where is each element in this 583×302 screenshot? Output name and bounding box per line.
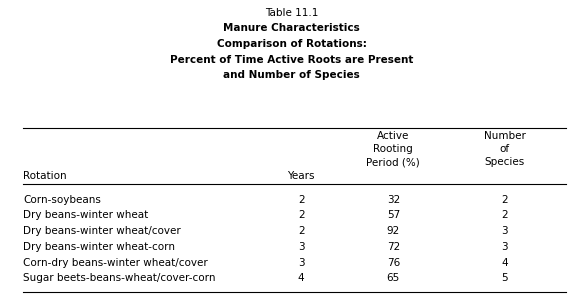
- Text: 57: 57: [387, 210, 400, 220]
- Text: 4: 4: [501, 258, 508, 268]
- Text: 4: 4: [298, 273, 304, 283]
- Text: 32: 32: [387, 195, 400, 205]
- Text: Rotation: Rotation: [23, 171, 67, 181]
- Text: 3: 3: [501, 242, 508, 252]
- Text: 76: 76: [387, 258, 400, 268]
- Text: Active
Rooting
Period (%): Active Rooting Period (%): [367, 131, 420, 167]
- Text: 65: 65: [387, 273, 400, 283]
- Text: Number
of
Species: Number of Species: [483, 131, 525, 167]
- Text: 2: 2: [501, 195, 508, 205]
- Text: Dry beans-winter wheat: Dry beans-winter wheat: [23, 210, 149, 220]
- Text: 2: 2: [298, 210, 304, 220]
- Text: 2: 2: [501, 210, 508, 220]
- Text: Manure Characteristics: Manure Characteristics: [223, 23, 360, 33]
- Text: Corn-dry beans-winter wheat/cover: Corn-dry beans-winter wheat/cover: [23, 258, 208, 268]
- Text: and Number of Species: and Number of Species: [223, 70, 360, 80]
- Text: Percent of Time Active Roots are Present: Percent of Time Active Roots are Present: [170, 55, 413, 65]
- Text: Sugar beets-beans-wheat/cover-corn: Sugar beets-beans-wheat/cover-corn: [23, 273, 216, 283]
- Text: 5: 5: [501, 273, 508, 283]
- Text: 2: 2: [298, 226, 304, 236]
- Text: Dry beans-winter wheat-corn: Dry beans-winter wheat-corn: [23, 242, 175, 252]
- Text: 3: 3: [298, 258, 304, 268]
- Text: 2: 2: [298, 195, 304, 205]
- Text: Corn-soybeans: Corn-soybeans: [23, 195, 101, 205]
- Text: 72: 72: [387, 242, 400, 252]
- Text: 3: 3: [298, 242, 304, 252]
- Text: Years: Years: [287, 171, 315, 181]
- Text: Dry beans-winter wheat/cover: Dry beans-winter wheat/cover: [23, 226, 181, 236]
- Text: 3: 3: [501, 226, 508, 236]
- Text: Comparison of Rotations:: Comparison of Rotations:: [216, 39, 367, 49]
- Text: 92: 92: [387, 226, 400, 236]
- Text: Table 11.1: Table 11.1: [265, 8, 318, 18]
